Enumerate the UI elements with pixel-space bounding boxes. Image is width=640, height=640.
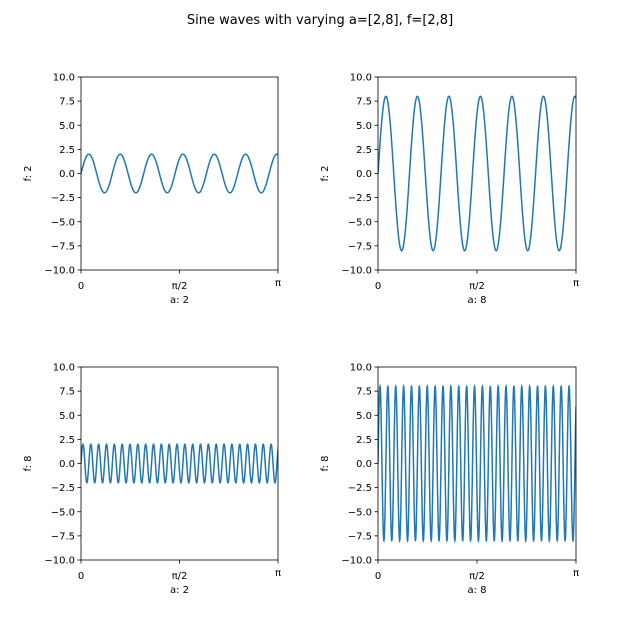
y-tick-label: 7.5 bbox=[59, 387, 75, 398]
y-tick-label: 5.0 bbox=[59, 121, 75, 132]
y-tick-label: −7.5 bbox=[51, 531, 75, 542]
x-axis-label: a: 2 bbox=[170, 585, 189, 596]
subplot-1: −10.0 −7.5 −5.0 −2.5 0.0 2.5 5.0 7.5 10.0 0 π/2 π a:… bbox=[23, 73, 281, 307]
x-tick-label: 0 bbox=[78, 281, 84, 292]
y-tick-label: −5.0 bbox=[348, 217, 372, 228]
figure-title: Sine waves with varying a=[2,8], f=[2,8] bbox=[187, 13, 453, 28]
subplot-3: −10.0 −7.5 −5.0 −2.5 0.0 2.5 5.0 7.5 10.0 0 π/2 π a:… bbox=[23, 363, 281, 597]
x-tick-label: π bbox=[275, 568, 281, 579]
subplot-2: −10.0 −7.5 −5.0 −2.5 0.0 2.5 5.0 7.5 10.0 0 π/2 π a:… bbox=[320, 73, 579, 307]
y-tick-label: 10.0 bbox=[53, 363, 75, 374]
y-tick-label: 2.5 bbox=[356, 145, 372, 156]
y-tick-label: −2.5 bbox=[348, 193, 372, 204]
x-tick-label: 0 bbox=[375, 571, 381, 582]
y-tick-label: 2.5 bbox=[356, 435, 372, 446]
x-tick-label: 0 bbox=[78, 571, 84, 582]
y-tick-label: 7.5 bbox=[356, 387, 372, 398]
x-tick-label: π bbox=[573, 278, 579, 289]
y-tick-label: −10.0 bbox=[44, 266, 75, 277]
subplot-4: −10.0 −7.5 −5.0 −2.5 0.0 2.5 5.0 7.5 10.0 0 π/2 π a:… bbox=[320, 363, 579, 597]
y-tick-label: −2.5 bbox=[348, 483, 372, 494]
y-tick-label: 7.5 bbox=[356, 97, 372, 108]
y-axis-label: f: 8 bbox=[320, 455, 331, 471]
x-tick-label: π bbox=[573, 568, 579, 579]
x-axis-label: a: 8 bbox=[467, 585, 486, 596]
y-tick-label: −7.5 bbox=[348, 531, 372, 542]
y-tick-label: −5.0 bbox=[51, 217, 75, 228]
y-tick-label: 5.0 bbox=[356, 411, 372, 422]
y-axis-label: f: 2 bbox=[320, 165, 331, 181]
y-tick-label: −2.5 bbox=[51, 483, 75, 494]
y-tick-label: −7.5 bbox=[51, 241, 75, 252]
y-tick-label: 10.0 bbox=[350, 363, 372, 374]
y-tick-label: 5.0 bbox=[356, 121, 372, 132]
x-tick-label: π/2 bbox=[172, 281, 188, 292]
y-tick-label: 10.0 bbox=[350, 73, 372, 84]
series-line bbox=[378, 95, 576, 252]
y-tick-label: −10.0 bbox=[341, 266, 372, 277]
x-tick-label: π bbox=[275, 278, 281, 289]
y-tick-label: 7.5 bbox=[59, 97, 75, 108]
y-tick-label: −7.5 bbox=[348, 241, 372, 252]
y-tick-label: −10.0 bbox=[341, 556, 372, 567]
y-tick-label: −10.0 bbox=[44, 556, 75, 567]
y-tick-label: 2.5 bbox=[59, 435, 75, 446]
x-tick-label: 0 bbox=[375, 281, 381, 292]
y-tick-label: 0.0 bbox=[59, 459, 75, 470]
y-tick-label: 0.0 bbox=[59, 169, 75, 180]
series-line bbox=[81, 443, 278, 484]
x-tick-label: π/2 bbox=[172, 571, 188, 582]
x-axis-label: a: 8 bbox=[467, 295, 486, 306]
y-tick-label: −5.0 bbox=[348, 507, 372, 518]
y-tick-label: 0.0 bbox=[356, 169, 372, 180]
x-axis-label: a: 2 bbox=[170, 295, 189, 306]
y-axis-label: f: 2 bbox=[23, 165, 34, 181]
y-tick-label: −2.5 bbox=[51, 193, 75, 204]
y-tick-label: 5.0 bbox=[59, 411, 75, 422]
x-tick-label: π/2 bbox=[469, 571, 485, 582]
series-line bbox=[378, 383, 576, 544]
x-tick-label: π/2 bbox=[469, 281, 485, 292]
y-tick-label: −5.0 bbox=[51, 507, 75, 518]
y-tick-label: 0.0 bbox=[356, 459, 372, 470]
series-line bbox=[81, 153, 278, 194]
subplot-grid: −10.0 −7.5 −5.0 −2.5 0.0 2.5 5.0 7.5 10.0 0 π/2 π a:… bbox=[23, 73, 579, 597]
y-tick-label: 10.0 bbox=[53, 73, 75, 84]
y-tick-label: 2.5 bbox=[59, 145, 75, 156]
y-axis-label: f: 8 bbox=[23, 455, 34, 471]
